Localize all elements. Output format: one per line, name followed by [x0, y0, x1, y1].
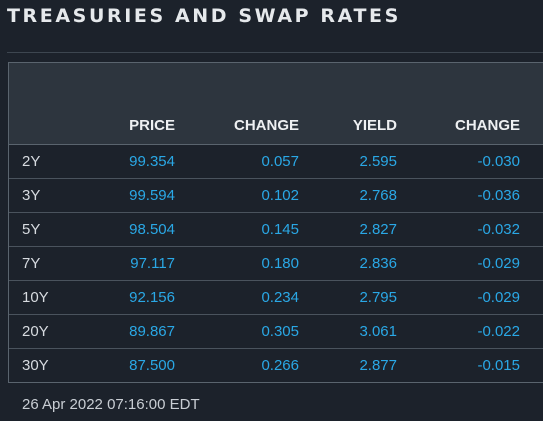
yield-change-cell: -0.015 [477, 357, 520, 374]
table-row: 3Y 99.594 0.102 2.768 -0.036 [9, 179, 543, 213]
table-row: 30Y 87.500 0.266 2.877 -0.015 [9, 349, 543, 383]
page-title: TREASURIES AND SWAP RATES [7, 5, 401, 27]
header-yield-change: CHANGE [454, 117, 520, 134]
tenor-cell: 2Y [22, 153, 41, 170]
yield-change-cell: -0.030 [477, 153, 520, 170]
yield-change-cell: -0.032 [477, 221, 520, 238]
yield-cell: 3.061 [359, 323, 397, 340]
yield-cell: 2.795 [359, 289, 397, 306]
yield-change-cell: -0.022 [477, 323, 520, 340]
price-cell: 97.117 [130, 255, 175, 272]
price-change-cell: 0.305 [261, 323, 299, 340]
yield-cell: 2.836 [359, 255, 397, 272]
price-change-cell: 0.180 [261, 255, 299, 272]
price-change-cell: 0.102 [261, 187, 299, 204]
price-cell: 99.594 [129, 187, 175, 204]
table-row: 2Y 99.354 0.057 2.595 -0.030 [9, 145, 543, 179]
table-row: 5Y 98.504 0.145 2.827 -0.032 [9, 213, 543, 247]
price-change-cell: 0.145 [261, 221, 299, 238]
table-row: 7Y 97.117 0.180 2.836 -0.029 [9, 247, 543, 281]
header-price: PRICE [129, 117, 175, 134]
tenor-cell: 20Y [22, 323, 49, 340]
price-cell: 98.504 [129, 221, 175, 238]
price-cell: 89.867 [129, 323, 175, 340]
price-cell: 87.500 [129, 357, 175, 374]
price-change-cell: 0.266 [261, 357, 299, 374]
header-yield: YIELD [352, 117, 397, 134]
price-change-cell: 0.057 [261, 153, 299, 170]
rates-table: PRICE CHANGE YIELD CHANGE 2Y 99.354 0.05… [8, 62, 543, 383]
yield-change-cell: -0.036 [477, 187, 520, 204]
yield-cell: 2.595 [359, 153, 397, 170]
table-row: 10Y 92.156 0.234 2.795 -0.029 [9, 281, 543, 315]
yield-change-cell: -0.029 [477, 289, 520, 306]
last-updated-timestamp: 26 Apr 2022 07:16:00 EDT [22, 396, 200, 413]
price-cell: 99.354 [129, 153, 175, 170]
tenor-cell: 3Y [22, 187, 41, 204]
table-row: 20Y 89.867 0.305 3.061 -0.022 [9, 315, 543, 349]
table-header: PRICE CHANGE YIELD CHANGE [9, 63, 543, 145]
price-change-cell: 0.234 [261, 289, 299, 306]
price-cell: 92.156 [129, 289, 175, 306]
header-price-change: CHANGE [233, 117, 299, 134]
yield-cell: 2.877 [359, 357, 397, 374]
yield-cell: 2.827 [359, 221, 397, 238]
tenor-cell: 7Y [22, 255, 41, 272]
tenor-cell: 5Y [22, 221, 41, 238]
tenor-cell: 10Y [22, 289, 49, 306]
yield-cell: 2.768 [359, 187, 397, 204]
yield-change-cell: -0.029 [477, 255, 520, 272]
title-divider [7, 52, 543, 53]
tenor-cell: 30Y [22, 357, 49, 374]
